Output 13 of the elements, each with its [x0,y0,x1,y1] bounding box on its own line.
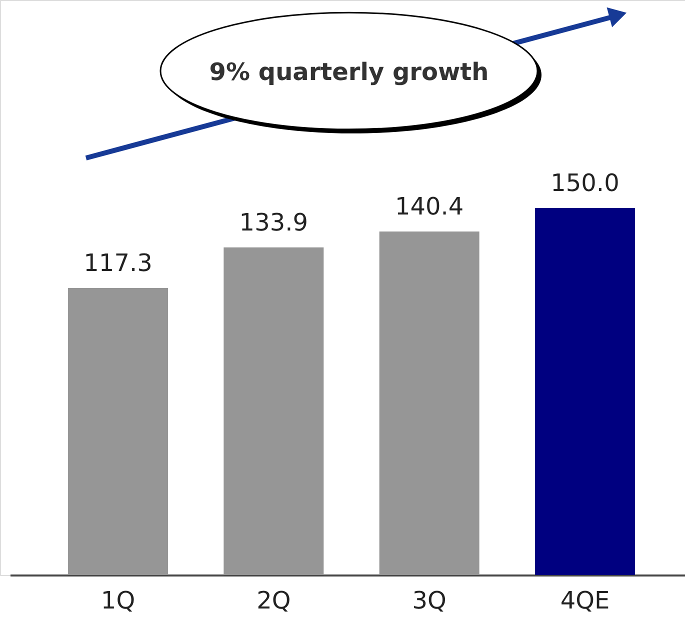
x-tick-label: 2Q [256,586,291,614]
bar [379,231,480,575]
x-tick-label: 1Q [100,586,136,614]
text: 9% quarterly growth [209,58,489,86]
data-label: 133.9 [239,208,308,236]
data-label: 140.4 [394,192,464,220]
data-label: 117.3 [84,249,152,278]
x-tick-label: 3Q [412,586,446,614]
x-tick-label: 4QE [560,586,610,614]
bar [534,208,635,575]
bar [224,247,324,575]
data-label: 150.0 [550,169,620,197]
bar [68,288,168,575]
